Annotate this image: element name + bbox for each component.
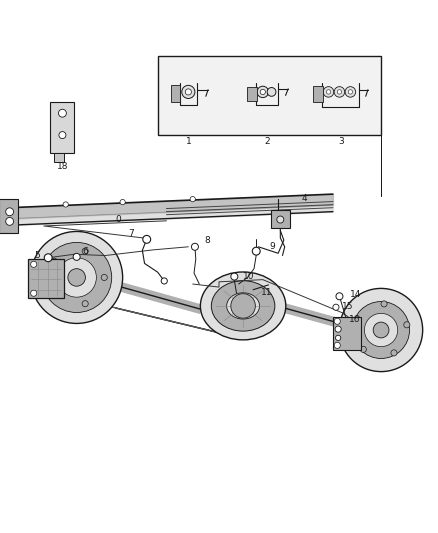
Circle shape: [82, 301, 88, 307]
Text: 5: 5: [34, 251, 40, 260]
Circle shape: [185, 89, 191, 95]
Bar: [158, 56, 381, 135]
Text: 1: 1: [185, 137, 191, 146]
Bar: [171, 85, 180, 102]
Circle shape: [44, 254, 52, 262]
Text: 8: 8: [204, 236, 210, 245]
Circle shape: [51, 290, 57, 297]
Text: 10: 10: [243, 272, 254, 281]
Text: 2: 2: [265, 137, 270, 146]
Circle shape: [191, 243, 198, 251]
Circle shape: [57, 258, 96, 297]
Bar: [271, 210, 290, 228]
Ellipse shape: [212, 281, 275, 331]
Text: 11: 11: [261, 288, 273, 297]
Circle shape: [252, 247, 260, 255]
Circle shape: [182, 85, 195, 99]
Circle shape: [260, 90, 265, 94]
Text: 6: 6: [82, 247, 88, 256]
Circle shape: [6, 217, 14, 225]
Circle shape: [336, 293, 343, 300]
Circle shape: [345, 87, 356, 97]
Circle shape: [231, 273, 238, 280]
Text: 7: 7: [128, 229, 134, 238]
Circle shape: [360, 346, 366, 352]
Bar: [54, 152, 64, 162]
Circle shape: [82, 248, 88, 254]
Circle shape: [323, 87, 334, 97]
Bar: [247, 87, 257, 101]
Circle shape: [333, 304, 339, 310]
Text: 4: 4: [302, 194, 307, 203]
Circle shape: [267, 87, 276, 96]
Circle shape: [161, 278, 167, 284]
Circle shape: [334, 342, 340, 349]
Text: 3: 3: [339, 137, 345, 146]
Text: 16: 16: [349, 314, 360, 324]
Text: 15: 15: [342, 302, 353, 311]
Circle shape: [353, 302, 410, 359]
Ellipse shape: [201, 272, 286, 340]
Circle shape: [348, 90, 353, 94]
Circle shape: [68, 269, 85, 286]
Circle shape: [335, 326, 341, 332]
Bar: [313, 86, 323, 102]
Circle shape: [277, 216, 284, 223]
Circle shape: [404, 322, 410, 328]
Bar: [50, 102, 74, 152]
Circle shape: [59, 132, 66, 139]
Text: 9: 9: [269, 243, 276, 251]
Circle shape: [257, 86, 268, 98]
Circle shape: [73, 253, 80, 260]
Circle shape: [143, 236, 151, 243]
Bar: [0, 199, 18, 233]
Circle shape: [334, 87, 345, 97]
Circle shape: [354, 316, 360, 322]
Ellipse shape: [227, 293, 259, 319]
Circle shape: [31, 290, 37, 296]
Circle shape: [6, 208, 14, 216]
Circle shape: [31, 261, 37, 268]
Circle shape: [231, 294, 255, 318]
Circle shape: [190, 197, 195, 202]
Circle shape: [391, 350, 397, 356]
Circle shape: [120, 199, 125, 205]
Text: 18: 18: [57, 162, 68, 171]
Circle shape: [59, 109, 67, 117]
Circle shape: [51, 258, 57, 264]
Text: 14: 14: [350, 290, 361, 300]
Circle shape: [101, 274, 107, 280]
Circle shape: [381, 301, 387, 307]
Circle shape: [364, 313, 398, 346]
Text: 0: 0: [115, 215, 121, 224]
Bar: [333, 317, 361, 350]
Circle shape: [31, 231, 123, 324]
Circle shape: [337, 90, 342, 94]
Bar: [28, 259, 64, 298]
Circle shape: [63, 202, 68, 207]
Circle shape: [339, 288, 423, 372]
Circle shape: [42, 243, 112, 312]
Circle shape: [336, 335, 341, 341]
Circle shape: [334, 318, 340, 324]
Circle shape: [373, 322, 389, 338]
Circle shape: [326, 90, 331, 94]
